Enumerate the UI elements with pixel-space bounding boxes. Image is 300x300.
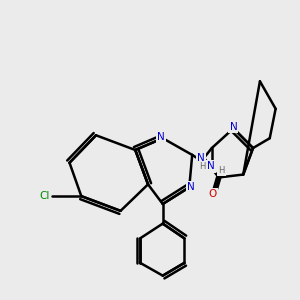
Text: H: H — [199, 162, 206, 171]
Text: Cl: Cl — [39, 191, 50, 201]
Text: N: N — [158, 132, 165, 142]
Text: N: N — [207, 161, 215, 172]
Text: N: N — [187, 182, 195, 192]
Text: H: H — [218, 166, 224, 175]
Text: N: N — [197, 153, 205, 163]
Text: O: O — [208, 189, 216, 199]
Text: N: N — [230, 122, 237, 132]
